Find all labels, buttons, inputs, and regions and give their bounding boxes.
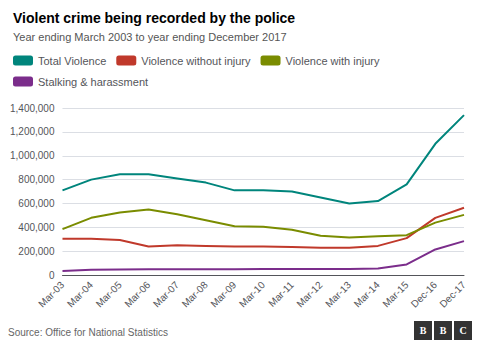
svg-text:Dec-17: Dec-17 xyxy=(437,279,468,310)
svg-text:1,200,000: 1,200,000 xyxy=(10,126,55,137)
svg-text:Mar-09: Mar-09 xyxy=(208,279,238,309)
svg-text:Violence with injury: Violence with injury xyxy=(286,55,380,67)
svg-text:400,000: 400,000 xyxy=(18,222,55,233)
svg-text:Stalking & harassment: Stalking & harassment xyxy=(38,76,148,88)
svg-text:B: B xyxy=(440,325,447,336)
svg-text:Mar-15: Mar-15 xyxy=(380,279,410,309)
svg-text:600,000: 600,000 xyxy=(18,198,55,209)
svg-text:1,000,000: 1,000,000 xyxy=(10,150,55,161)
svg-text:Mar-04: Mar-04 xyxy=(65,279,95,309)
svg-text:Mar-10: Mar-10 xyxy=(237,279,267,309)
svg-text:Source: Office for National St: Source: Office for National Statistics xyxy=(8,327,168,338)
svg-text:Mar-08: Mar-08 xyxy=(180,279,210,309)
svg-text:C: C xyxy=(459,325,466,336)
svg-text:0: 0 xyxy=(49,270,55,281)
svg-text:Violent crime being recorded b: Violent crime being recorded by the poli… xyxy=(13,10,295,26)
svg-text:Mar-13: Mar-13 xyxy=(323,279,353,309)
svg-text:Total Violence: Total Violence xyxy=(38,55,106,67)
svg-text:Dec-16: Dec-16 xyxy=(409,279,440,310)
svg-text:Mar-07: Mar-07 xyxy=(151,279,181,309)
svg-text:800,000: 800,000 xyxy=(18,174,55,185)
svg-text:Mar-05: Mar-05 xyxy=(94,279,124,309)
svg-text:Mar-12: Mar-12 xyxy=(294,279,324,309)
svg-text:Mar-14: Mar-14 xyxy=(352,279,382,309)
svg-text:Violence without injury: Violence without injury xyxy=(141,55,251,67)
svg-text:Mar-11: Mar-11 xyxy=(266,279,296,309)
svg-text:Mar-06: Mar-06 xyxy=(122,279,152,309)
svg-text:200,000: 200,000 xyxy=(18,246,55,257)
svg-text:1,400,000: 1,400,000 xyxy=(10,103,55,114)
svg-text:Mar-03: Mar-03 xyxy=(36,279,66,309)
svg-text:Year ending March 2003 to year: Year ending March 2003 to year ending De… xyxy=(13,31,287,43)
svg-text:B: B xyxy=(420,325,427,336)
